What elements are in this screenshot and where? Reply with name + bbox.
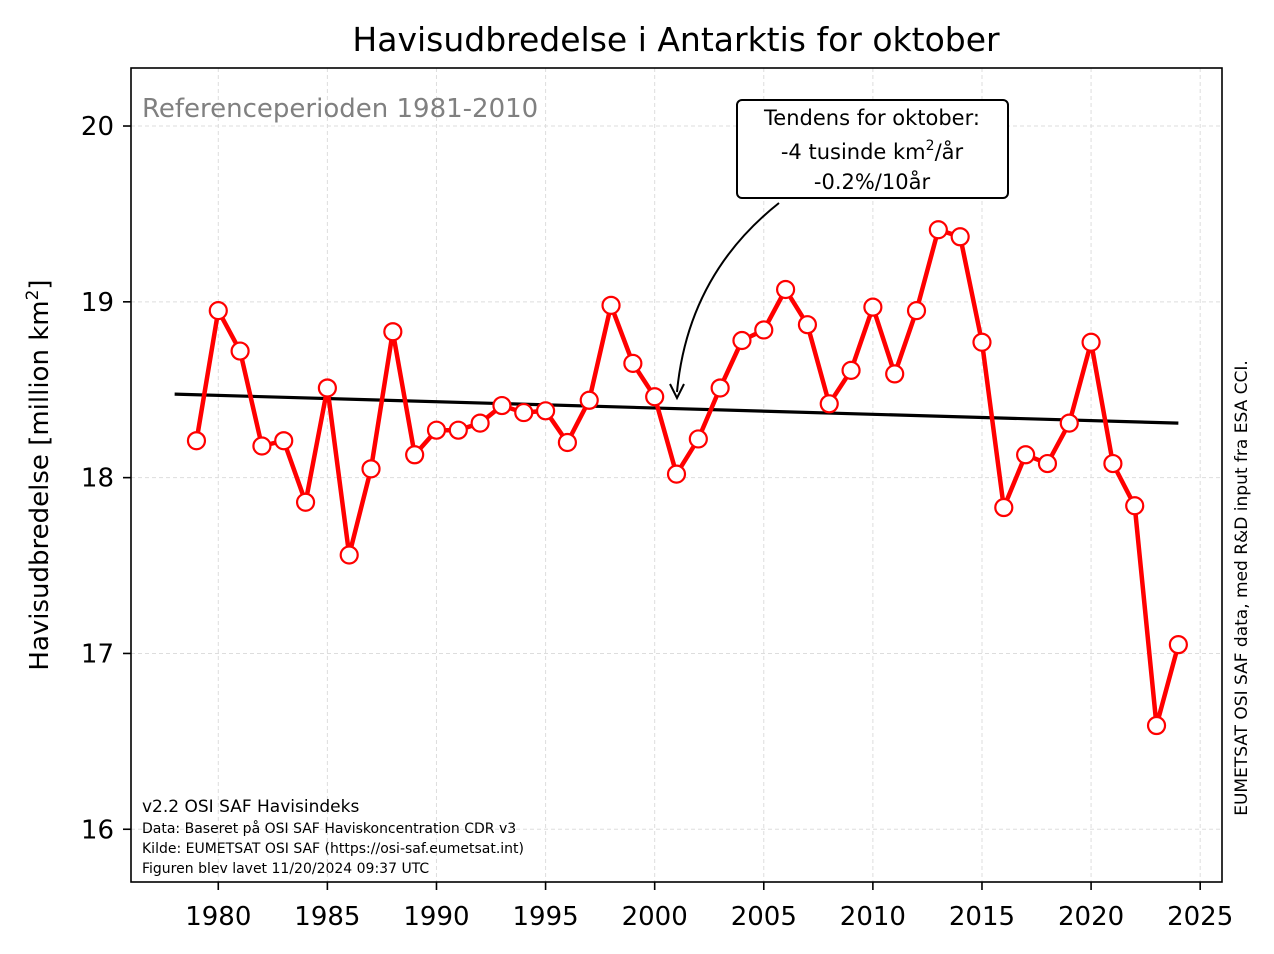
x-tick-label: 1990 — [403, 902, 469, 932]
side-credit-text: EUMETSAT OSI SAF data, med R&D input fra… — [1232, 360, 1252, 816]
annotation-line-2-main: -4 tusinde km — [781, 140, 926, 164]
x-tick-label: 1980 — [185, 902, 251, 932]
footer-credits: v2.2 OSI SAF Havisindeks Data: Baseret p… — [142, 797, 524, 877]
x-tick-label: 2000 — [622, 902, 688, 932]
annotation-line-2-sup: 2 — [926, 138, 935, 154]
data-point — [186, 431, 207, 451]
data-point — [557, 432, 578, 453]
grid — [131, 68, 1222, 882]
data-point — [252, 436, 272, 456]
annotation-line-2: -4 tusinde km2/år — [781, 138, 964, 164]
data-point — [426, 420, 447, 440]
data-point — [535, 401, 556, 421]
footer-line-2: Data: Baseret på OSI SAF Haviskoncentrat… — [142, 820, 516, 837]
plot-frame — [130, 67, 1223, 883]
data-point — [361, 459, 381, 479]
data-point — [1016, 445, 1036, 465]
data-point — [994, 497, 1014, 518]
data-point — [688, 429, 708, 449]
y-axis-label: Havisudbredelse [million km2] — [23, 279, 55, 670]
data-point — [950, 227, 970, 247]
data-point — [906, 301, 927, 321]
footer-line-4: Figuren blev lavet 11/20/2024 09:37 UTC — [142, 861, 429, 877]
y-axis-label-end: ] — [25, 279, 55, 289]
annotation-line-2-end: /år — [935, 139, 964, 164]
data-point — [1081, 332, 1101, 352]
trend-line — [174, 392, 1179, 425]
data-point — [339, 545, 359, 565]
data-point — [383, 322, 403, 342]
x-tick-label: 1995 — [512, 902, 578, 932]
data-point — [1059, 413, 1079, 433]
data-point — [208, 301, 228, 321]
data-point — [470, 413, 490, 433]
data-point — [317, 378, 337, 398]
y-axis-label-sup: 2 — [23, 290, 43, 301]
data-point — [601, 295, 621, 315]
x-tick-label: 2020 — [1058, 902, 1124, 932]
data-point — [295, 492, 316, 512]
data-point — [1146, 715, 1167, 736]
data-point — [775, 279, 796, 300]
trend-layer — [174, 392, 1179, 425]
x-tick-label: 2015 — [949, 902, 1015, 932]
y-tick-label: 20 — [81, 112, 114, 142]
series-line — [194, 227, 1181, 728]
x-axis: 1980 1985 1990 1995 2000 2005 2010 2015 2020 2025 — [185, 882, 1233, 932]
annotation-arrowhead — [669, 383, 685, 401]
data-point — [514, 402, 534, 423]
footer-line-3: Kilde: EUMETSAT OSI SAF (https://osi-saf… — [142, 841, 524, 857]
data-point — [797, 315, 818, 335]
data-point — [732, 330, 752, 351]
chart-title: Havisudbredelse i Antarktis for oktober — [352, 20, 1000, 59]
x-tick-label: 1985 — [294, 902, 360, 932]
annotation-box — [736, 99, 1009, 199]
data-point — [972, 332, 992, 352]
data-point — [819, 394, 839, 414]
series-layer — [186, 220, 1188, 736]
data-point — [841, 360, 861, 380]
data-point — [710, 378, 730, 398]
y-tick-label: 17 — [81, 639, 114, 669]
x-tick-label: 2010 — [840, 902, 906, 932]
footer-line-1: v2.2 OSI SAF Havisindeks — [142, 797, 359, 817]
x-tick-label: 2005 — [731, 902, 797, 932]
data-point — [928, 220, 948, 240]
x-tick-label: 2025 — [1167, 902, 1233, 932]
data-point — [274, 431, 294, 451]
annotation-arrow — [676, 202, 780, 393]
data-point — [885, 364, 905, 384]
y-tick-label: 19 — [81, 288, 114, 318]
data-point — [579, 390, 599, 410]
y-tick-label: 16 — [81, 815, 114, 845]
y-axis-label-main: Havisudbredelse [million km — [25, 300, 55, 670]
trend-annotation: Tendens for oktober: -4 tusinde km2/år -… — [669, 99, 1009, 401]
reference-period-text: Referenceperioden 1981-2010 — [142, 94, 538, 124]
data-point — [1037, 453, 1058, 474]
data-point — [492, 395, 512, 416]
data-point — [405, 445, 425, 465]
data-point — [448, 420, 468, 440]
data-point — [1168, 635, 1188, 655]
annotation-line-1: Tendens for oktober: — [763, 106, 980, 130]
data-point — [1125, 496, 1145, 516]
y-axis: 16 17 18 19 20 — [81, 112, 131, 845]
data-point — [230, 341, 250, 361]
data-point — [1103, 453, 1123, 474]
annotation-line-3: -0.2%/10år — [814, 169, 931, 194]
data-point — [863, 297, 883, 317]
data-point — [645, 387, 665, 407]
data-point — [666, 464, 687, 484]
data-point — [623, 353, 643, 373]
data-point — [754, 320, 774, 340]
y-tick-label: 18 — [81, 464, 114, 494]
